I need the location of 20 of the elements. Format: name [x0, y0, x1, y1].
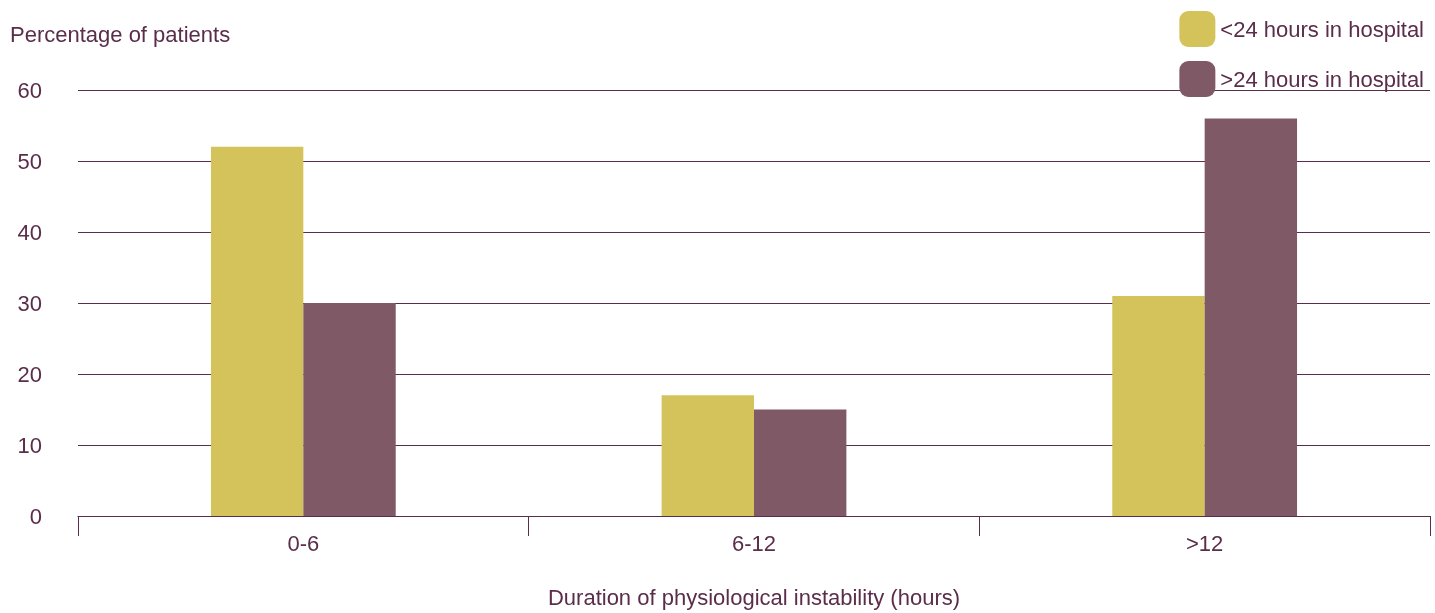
bar	[661, 395, 754, 516]
legend-label: <24 hours in hospital	[1220, 16, 1424, 42]
bar	[754, 409, 847, 516]
y-tick-label: 50	[17, 148, 42, 174]
x-tick-label: 0-6	[287, 530, 320, 556]
bar	[210, 146, 304, 516]
x-tick-label: 6-12	[731, 530, 777, 556]
y-tick-label: 0	[29, 503, 42, 529]
bar	[1204, 118, 1298, 516]
bar	[303, 303, 396, 516]
y-tick-label: 40	[17, 219, 42, 245]
y-tick-label: 60	[17, 77, 42, 103]
bar	[1112, 295, 1205, 516]
x-tick-label: >12	[1186, 530, 1224, 556]
y-tick-label: 10	[17, 432, 42, 458]
x-axis-title: Duration of physiological instability (hours)	[547, 584, 961, 610]
y-tick-label: 30	[17, 290, 42, 316]
legend-label: >24 hours in hospital	[1220, 66, 1424, 92]
y-axis-title: Percentage of patients	[10, 21, 231, 47]
y-tick-label: 20	[17, 361, 42, 387]
